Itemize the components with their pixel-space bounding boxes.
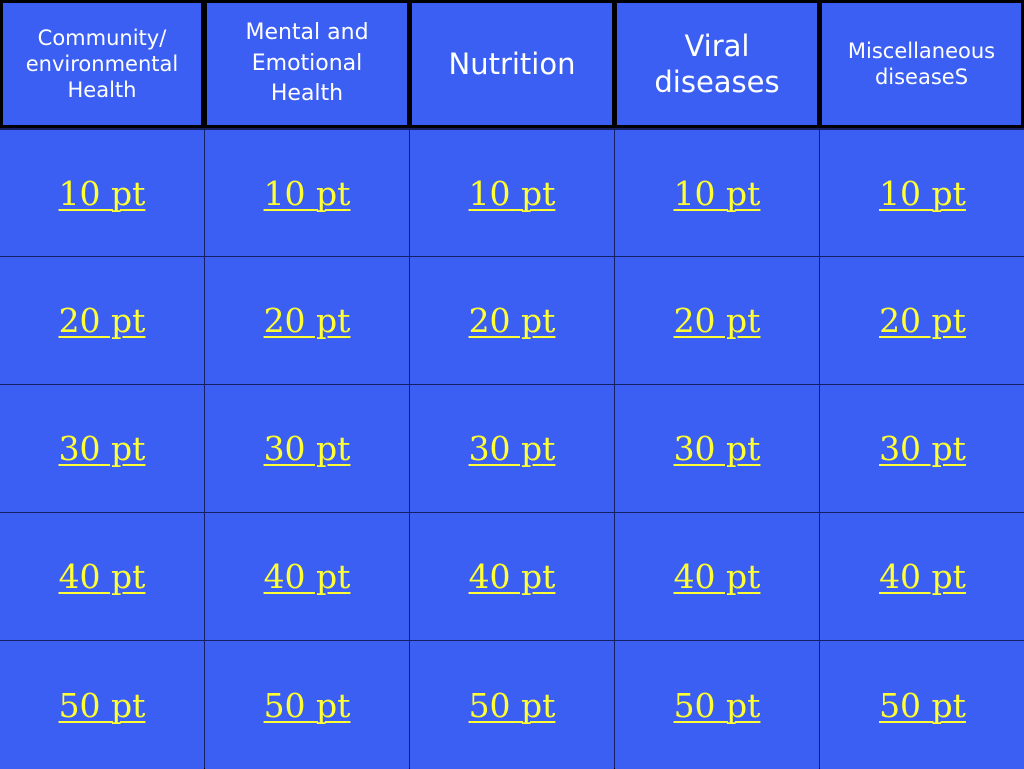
point-link[interactable]: 20 pt [468, 301, 556, 340]
point-link[interactable]: 30 pt [673, 429, 761, 468]
category-header-miscellaneous-diseases: Miscellaneous diseaseS [822, 3, 1021, 125]
category-header-nutrition: Nutrition [412, 3, 612, 125]
cell-community-20[interactable]: 20 pt [0, 257, 204, 384]
category-header-community-environmental-health: Community/ environmental Health [3, 3, 201, 125]
cell-nutrition-20[interactable]: 20 pt [410, 257, 614, 384]
point-link[interactable]: 50 pt [58, 685, 146, 725]
cell-nutrition-50[interactable]: 50 pt [410, 641, 614, 769]
point-link[interactable]: 10 pt [673, 173, 761, 213]
cell-mental-50[interactable]: 50 pt [205, 641, 409, 769]
cell-mental-40[interactable]: 40 pt [205, 513, 409, 640]
point-link[interactable]: 20 pt [58, 301, 146, 340]
point-link[interactable]: 30 pt [468, 429, 556, 468]
category-header-row: Community/ environmental Health Mental a… [0, 0, 1024, 128]
point-link[interactable]: 10 pt [468, 173, 556, 213]
point-link[interactable]: 10 pt [58, 173, 146, 213]
cell-misc-40[interactable]: 40 pt [820, 513, 1024, 640]
cell-nutrition-10[interactable]: 10 pt [410, 130, 614, 256]
point-link[interactable]: 30 pt [879, 429, 966, 468]
cell-viral-40[interactable]: 40 pt [615, 513, 819, 640]
point-link[interactable]: 20 pt [879, 301, 966, 340]
cell-viral-50[interactable]: 50 pt [615, 641, 819, 769]
cell-viral-20[interactable]: 20 pt [615, 257, 819, 384]
cell-community-40[interactable]: 40 pt [0, 513, 204, 640]
cell-mental-20[interactable]: 20 pt [205, 257, 409, 384]
cell-community-30[interactable]: 30 pt [0, 385, 204, 512]
point-link[interactable]: 10 pt [879, 173, 966, 213]
cell-viral-30[interactable]: 30 pt [615, 385, 819, 512]
cell-misc-50[interactable]: 50 pt [820, 641, 1024, 769]
point-link[interactable]: 50 pt [879, 685, 966, 725]
cell-misc-30[interactable]: 30 pt [820, 385, 1024, 512]
cell-mental-30[interactable]: 30 pt [205, 385, 409, 512]
point-link[interactable]: 40 pt [263, 557, 351, 596]
point-link[interactable]: 40 pt [673, 557, 761, 596]
point-link[interactable]: 40 pt [879, 557, 966, 596]
category-header-viral-diseases: Viral diseases [617, 3, 817, 125]
point-link[interactable]: 20 pt [263, 301, 351, 340]
point-link[interactable]: 40 pt [468, 557, 556, 596]
cell-misc-20[interactable]: 20 pt [820, 257, 1024, 384]
point-link[interactable]: 30 pt [58, 429, 146, 468]
cell-community-50[interactable]: 50 pt [0, 641, 204, 769]
point-link[interactable]: 20 pt [673, 301, 761, 340]
point-link[interactable]: 40 pt [58, 557, 146, 596]
cell-mental-10[interactable]: 10 pt [205, 130, 409, 256]
cell-misc-10[interactable]: 10 pt [820, 130, 1024, 256]
point-link[interactable]: 50 pt [673, 685, 761, 725]
point-link[interactable]: 50 pt [468, 685, 556, 725]
point-link[interactable]: 50 pt [263, 685, 351, 725]
points-grid: 10 pt 10 pt 10 pt 10 pt 10 pt 20 pt 20 p… [0, 128, 1024, 769]
cell-viral-10[interactable]: 10 pt [615, 130, 819, 256]
category-header-mental-emotional-health: Mental and Emotional Health [207, 3, 407, 125]
cell-community-10[interactable]: 10 pt [0, 130, 204, 256]
point-link[interactable]: 30 pt [263, 429, 351, 468]
point-link[interactable]: 10 pt [263, 173, 351, 213]
cell-nutrition-30[interactable]: 30 pt [410, 385, 614, 512]
cell-nutrition-40[interactable]: 40 pt [410, 513, 614, 640]
